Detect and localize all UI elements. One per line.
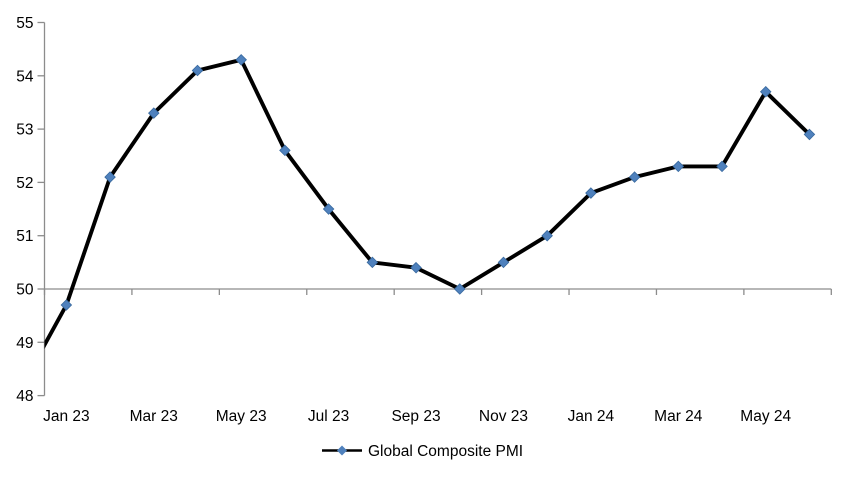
data-point-marker [60, 299, 73, 311]
series-global-composite-pmi [44, 54, 816, 350]
plot-area: 48 49 50 51 52 53 54 55 Jan 23 Mar 23 May 23 Jul 23… [16, 15, 832, 425]
series-line [44, 57, 811, 350]
y-axis-tick-label: 49 [16, 335, 33, 352]
data-point-marker [497, 256, 510, 269]
data-point-marker [235, 54, 247, 66]
x-axis-tick-label: Mar 23 [130, 408, 178, 425]
x-axis-tick-label: Jan 23 [43, 408, 90, 425]
x-axis-tick-label: May 23 [216, 408, 267, 425]
legend: Global Composite PMI [322, 443, 523, 460]
y-axis-tick-label: 48 [16, 388, 33, 405]
x-axis-tick-label: Jul 23 [308, 408, 349, 425]
data-point-marker [628, 171, 641, 183]
legend-label: Global Composite PMI [368, 443, 523, 460]
data-point-marker [410, 261, 422, 274]
data-point-marker [148, 107, 160, 119]
data-point-marker [322, 203, 335, 215]
y-axis-tick-label: 55 [16, 15, 33, 32]
x-axis-tick-label: Jan 24 [568, 408, 615, 425]
data-point-marker [453, 283, 466, 295]
data-point-marker [279, 144, 291, 157]
data-point-marker [366, 256, 379, 269]
x-axis-tick-label: Sep 23 [391, 408, 440, 425]
y-axis-tick-label: 54 [16, 68, 34, 85]
y-axis-tick-label: 50 [16, 282, 34, 299]
x-axis-tick-label: Mar 24 [654, 408, 703, 425]
data-point-marker [759, 86, 772, 98]
legend-diamond-marker-icon [337, 445, 347, 456]
y-axis-tick-label: 52 [16, 175, 33, 192]
data-point-marker [541, 229, 553, 242]
data-point-marker [716, 160, 728, 173]
y-axis-tick-label: 51 [16, 228, 33, 245]
x-axis-tick-label: Nov 23 [479, 408, 528, 425]
data-point-marker [672, 160, 685, 173]
y-axis-tick-label: 53 [16, 122, 33, 139]
data-point-marker [585, 187, 597, 199]
data-point-marker [803, 128, 816, 141]
x-axis-tick-label: May 24 [740, 408, 791, 425]
data-point-marker [104, 171, 116, 183]
data-point-marker [191, 64, 204, 77]
